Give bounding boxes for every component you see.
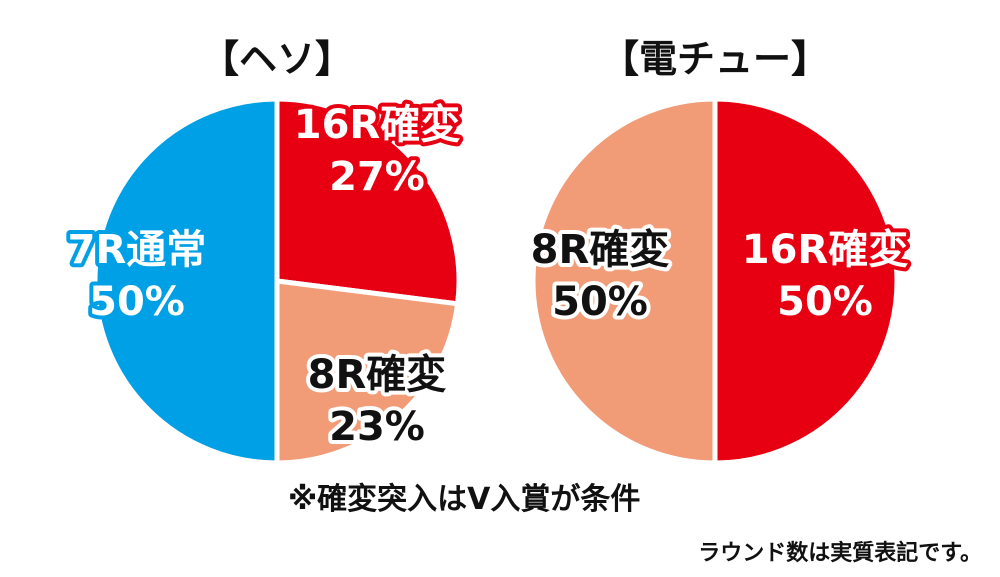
- slice-label: 8R確変: [531, 227, 670, 273]
- footnote: ラウンド数は実質表記です。: [698, 541, 982, 566]
- pie-slice: [274, 278, 461, 466]
- slice-label: 16R確変: [742, 227, 908, 273]
- pie-chart-1: 16R確変 50% 8R確変 50%: [527, 96, 912, 466]
- denchu-chart-title: 【電チュー】: [600, 37, 830, 81]
- slice-label: 16R確変: [294, 102, 460, 148]
- pie-slice: [712, 96, 900, 466]
- slice-label: 7R通常: [68, 227, 207, 273]
- slice-value-label: 50%: [777, 279, 873, 325]
- condition-note: ※確変突入はV入賞が条件: [288, 482, 641, 517]
- pie-chart-0: 16R確変 27% 8R確変 23% 7R通常 50%: [64, 96, 464, 466]
- slice-value-label: 50%: [89, 279, 185, 325]
- heso-chart-title: 【ヘソ】: [200, 37, 354, 81]
- slice-value-label: 23%: [329, 404, 425, 450]
- slice-value-label: 27%: [329, 154, 425, 200]
- pie-slice: [274, 96, 462, 307]
- slice-value-label: 50%: [552, 279, 648, 325]
- slice-label: 8R確変: [308, 352, 447, 398]
- pie-slice: [92, 96, 280, 466]
- pie-slice: [530, 96, 718, 466]
